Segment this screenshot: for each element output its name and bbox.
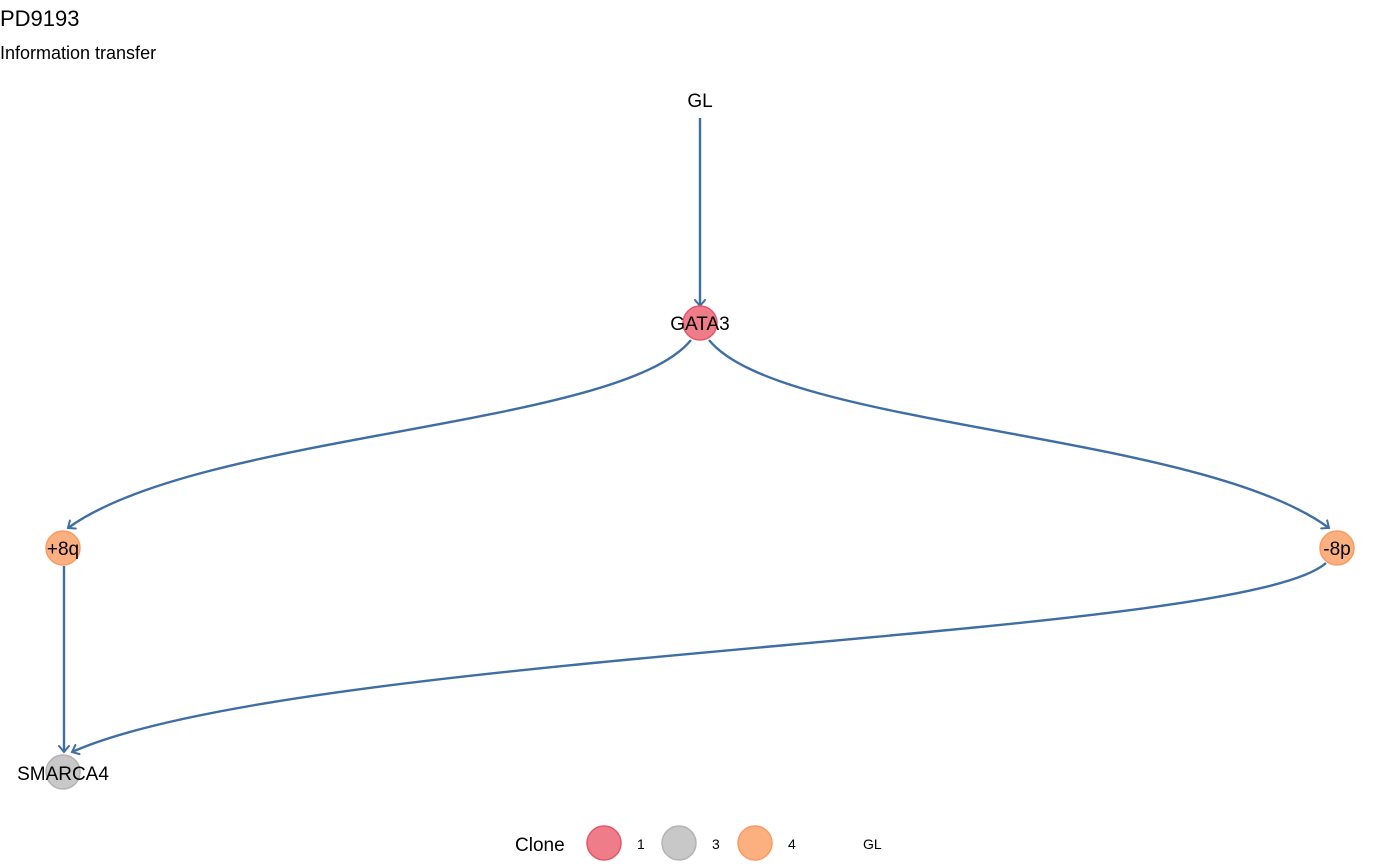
edges xyxy=(58,118,1331,756)
node-label-smarca4: SMARCA4 xyxy=(17,764,109,785)
node-label-plus8q: +8q xyxy=(47,539,79,560)
node-circle-gata3 xyxy=(682,305,718,341)
legend-label-4: 4 xyxy=(788,836,796,852)
legend-item-4: 4 xyxy=(737,825,796,861)
node-circle-plus8q xyxy=(45,530,81,566)
plot-title: PD9193 xyxy=(0,6,80,31)
node-gl: GL xyxy=(687,91,712,112)
edge-minus8p-to-smarca4 xyxy=(70,562,1327,756)
node-circle-smarca4 xyxy=(45,754,81,790)
node-smarca4: SMARCA4 xyxy=(17,754,109,790)
node-label-gl: GL xyxy=(687,91,712,112)
edge-gata3-to-minus8p xyxy=(708,339,1331,530)
node-label-gata3: GATA3 xyxy=(670,314,729,335)
legend-label-gl: GL xyxy=(863,836,882,852)
legend-item-1: 1 xyxy=(586,825,645,861)
node-plus8q: +8q xyxy=(45,530,81,566)
legend-swatch-4 xyxy=(737,825,773,861)
legend-label-3: 3 xyxy=(712,836,720,852)
legend-label-1: 1 xyxy=(637,836,645,852)
node-minus8p: -8p xyxy=(1319,530,1355,566)
legend-title: Clone xyxy=(515,835,565,856)
node-gata3: GATA3 xyxy=(670,305,730,341)
legend-swatch-1 xyxy=(586,825,622,861)
nodes: GL GATA3 +8q -8p SMARCA4 xyxy=(17,91,1355,790)
legend: Clone 1 3 4 GL xyxy=(515,825,882,861)
edge-gata3-to-plus8q xyxy=(66,339,692,530)
legend-item-3: 3 xyxy=(661,825,720,861)
node-label-minus8p: -8p xyxy=(1323,539,1350,560)
node-circle-minus8p xyxy=(1319,530,1355,566)
plot-subtitle: Information transfer xyxy=(0,43,157,63)
legend-swatch-3 xyxy=(661,825,697,861)
legend-item-gl: GL xyxy=(863,836,882,852)
